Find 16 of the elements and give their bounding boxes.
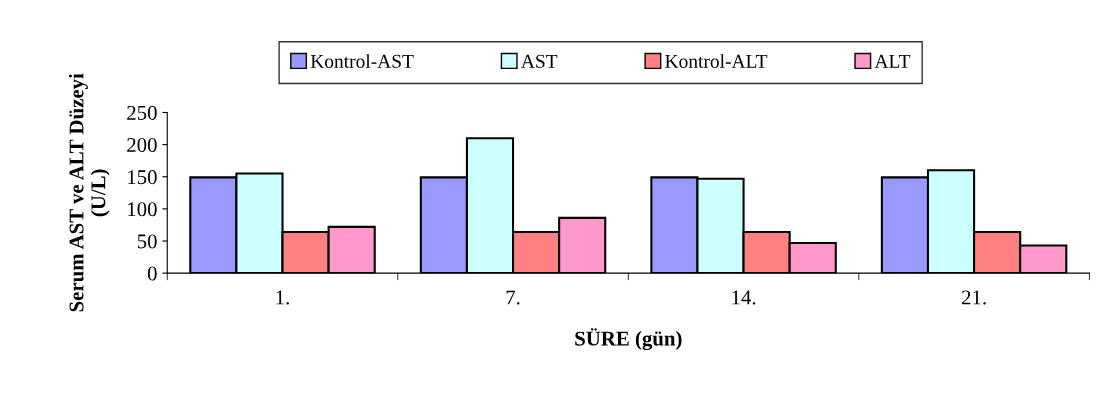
legend-label: Kontrol-ALT <box>665 54 768 68</box>
legend-label: ALT <box>874 54 911 68</box>
x-axis-title: SÜRE (gün) <box>575 328 682 351</box>
legend-label: AST <box>521 54 558 68</box>
y-tick-label: 250 <box>127 105 157 120</box>
x-tick-label: 1. <box>276 290 289 305</box>
legend-label: Kontrol-AST <box>310 54 414 68</box>
y-tick-label: 0 <box>147 266 157 281</box>
y-tick-label: 50 <box>137 234 157 249</box>
x-tick-label: 14. <box>732 290 756 305</box>
y-tick-label: 200 <box>127 137 157 153</box>
y-axis-title: Serum AST ve ALT Düzeyi (U/L) <box>68 73 110 312</box>
x-tick-label: 21. <box>961 290 986 305</box>
y-tick-label: 100 <box>128 202 157 217</box>
x-tick-label: 7. <box>506 290 520 305</box>
y-tick-label: 150 <box>128 170 157 185</box>
